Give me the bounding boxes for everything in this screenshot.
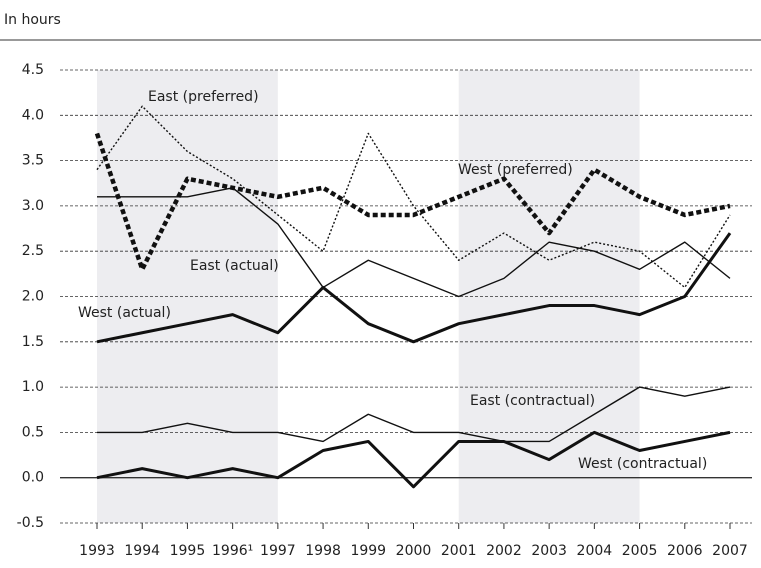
series-line xyxy=(94,132,731,272)
y-tick-label: 1.5 xyxy=(22,334,44,350)
x-tick-label: 2004 xyxy=(577,543,613,559)
series-line xyxy=(96,430,731,489)
x-tick-label: 2003 xyxy=(531,543,567,559)
x-tick-label: 2006 xyxy=(667,543,703,559)
series-label: West (contractual) xyxy=(578,456,707,472)
series-label: East (contractual) xyxy=(470,393,595,409)
x-tick-label: 1994 xyxy=(124,543,160,559)
y-tick-label: 4.5 xyxy=(22,62,44,78)
x-tick-label: 1993 xyxy=(79,543,115,559)
y-tick-label: 3.5 xyxy=(22,153,44,169)
y-tick-label: 0.5 xyxy=(22,424,44,440)
series-label: West (preferred) xyxy=(458,162,573,178)
x-tick-label: 2001 xyxy=(441,543,477,559)
series-label: West (actual) xyxy=(78,305,171,321)
shaded-period xyxy=(458,70,640,523)
x-tick-label: 2002 xyxy=(486,543,522,559)
x-tick-label: 2000 xyxy=(396,543,432,559)
x-tick-label: 1996¹ xyxy=(212,543,253,559)
y-tick-label: 2.0 xyxy=(22,289,44,305)
series-line xyxy=(96,105,731,289)
y-axis-label: In hours xyxy=(4,12,61,28)
x-tick-label: 1998 xyxy=(305,543,341,559)
x-tick-label: 1997 xyxy=(260,543,296,559)
series-line xyxy=(97,187,731,298)
y-tick-label: 3.0 xyxy=(22,198,44,214)
y-tick-label: -0.5 xyxy=(17,515,44,531)
y-tick-label: 1.0 xyxy=(22,379,44,395)
series-line xyxy=(97,386,731,443)
x-tick-label: 1995 xyxy=(170,543,206,559)
y-tick-label: 4.0 xyxy=(22,107,44,123)
x-tick-label: 1999 xyxy=(350,543,386,559)
x-tick-label: 2007 xyxy=(712,543,748,559)
x-tick-label: 2005 xyxy=(622,543,658,559)
series-label: East (preferred) xyxy=(148,89,259,105)
series-line xyxy=(96,232,732,344)
series-label: East (actual) xyxy=(190,258,279,274)
y-tick-label: 2.5 xyxy=(22,243,44,259)
y-tick-label: 0.0 xyxy=(22,470,44,486)
